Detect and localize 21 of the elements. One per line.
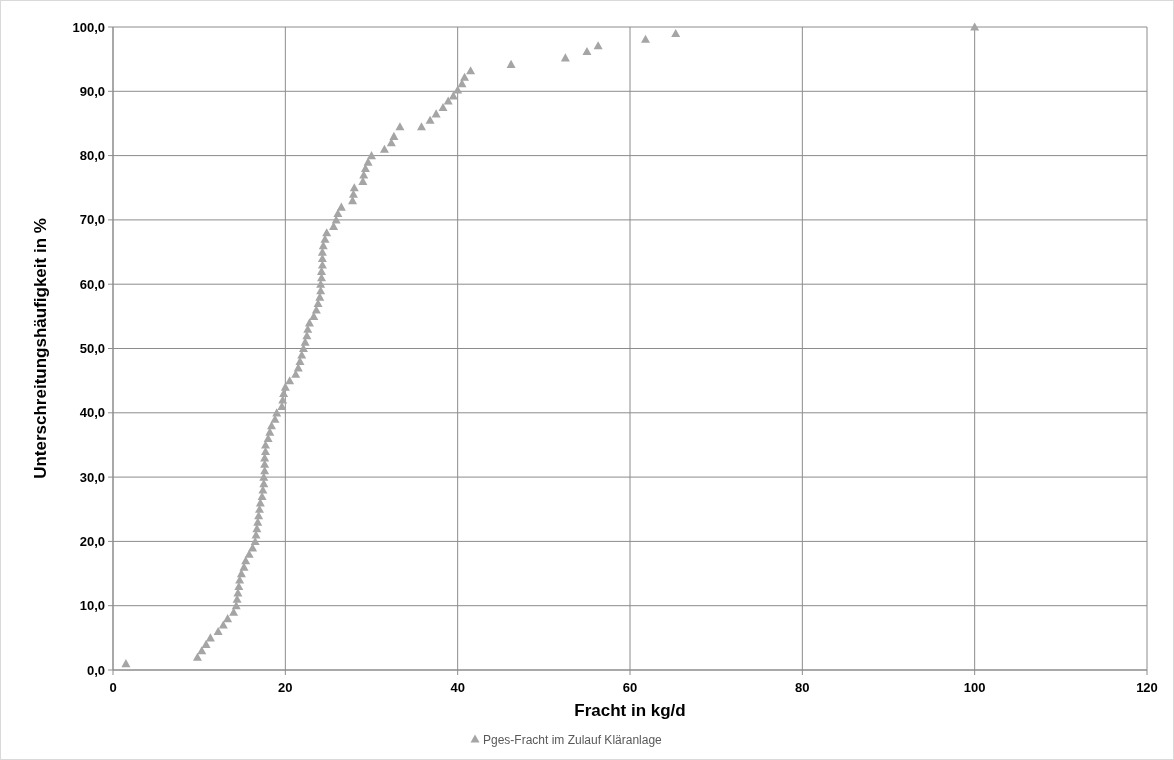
x-tick-label: 40 — [450, 680, 465, 695]
y-tick-label: 0,0 — [86, 662, 105, 678]
x-tick-label: 0 — [109, 680, 117, 695]
y-tick-label: 10,0 — [79, 598, 105, 614]
y-tick-label: 40,0 — [79, 405, 105, 421]
y-tick-label: 90,0 — [79, 83, 105, 99]
y-tick-label: 70,0 — [79, 212, 105, 228]
x-axis-title: Fracht in kg/d — [574, 701, 686, 720]
x-tick-label: 60 — [622, 680, 638, 695]
y-tick-label: 100,0 — [72, 19, 105, 35]
legend-label: Pges-Fracht im Zulauf Kläranlage — [483, 733, 663, 748]
x-tick-label: 20 — [278, 680, 293, 695]
x-tick-label: 120 — [1136, 680, 1158, 695]
y-tick-label: 30,0 — [79, 469, 105, 485]
x-tick-label: 100 — [963, 680, 986, 695]
y-tick-label: 20,0 — [79, 533, 105, 549]
y-tick-label: 50,0 — [79, 341, 105, 357]
x-tick-label: 80 — [795, 680, 810, 695]
y-tick-label: 80,0 — [79, 148, 105, 164]
y-axis-title: Unterschreitungshäufigkeit in % — [31, 218, 50, 479]
y-tick-label: 60,0 — [79, 276, 105, 292]
